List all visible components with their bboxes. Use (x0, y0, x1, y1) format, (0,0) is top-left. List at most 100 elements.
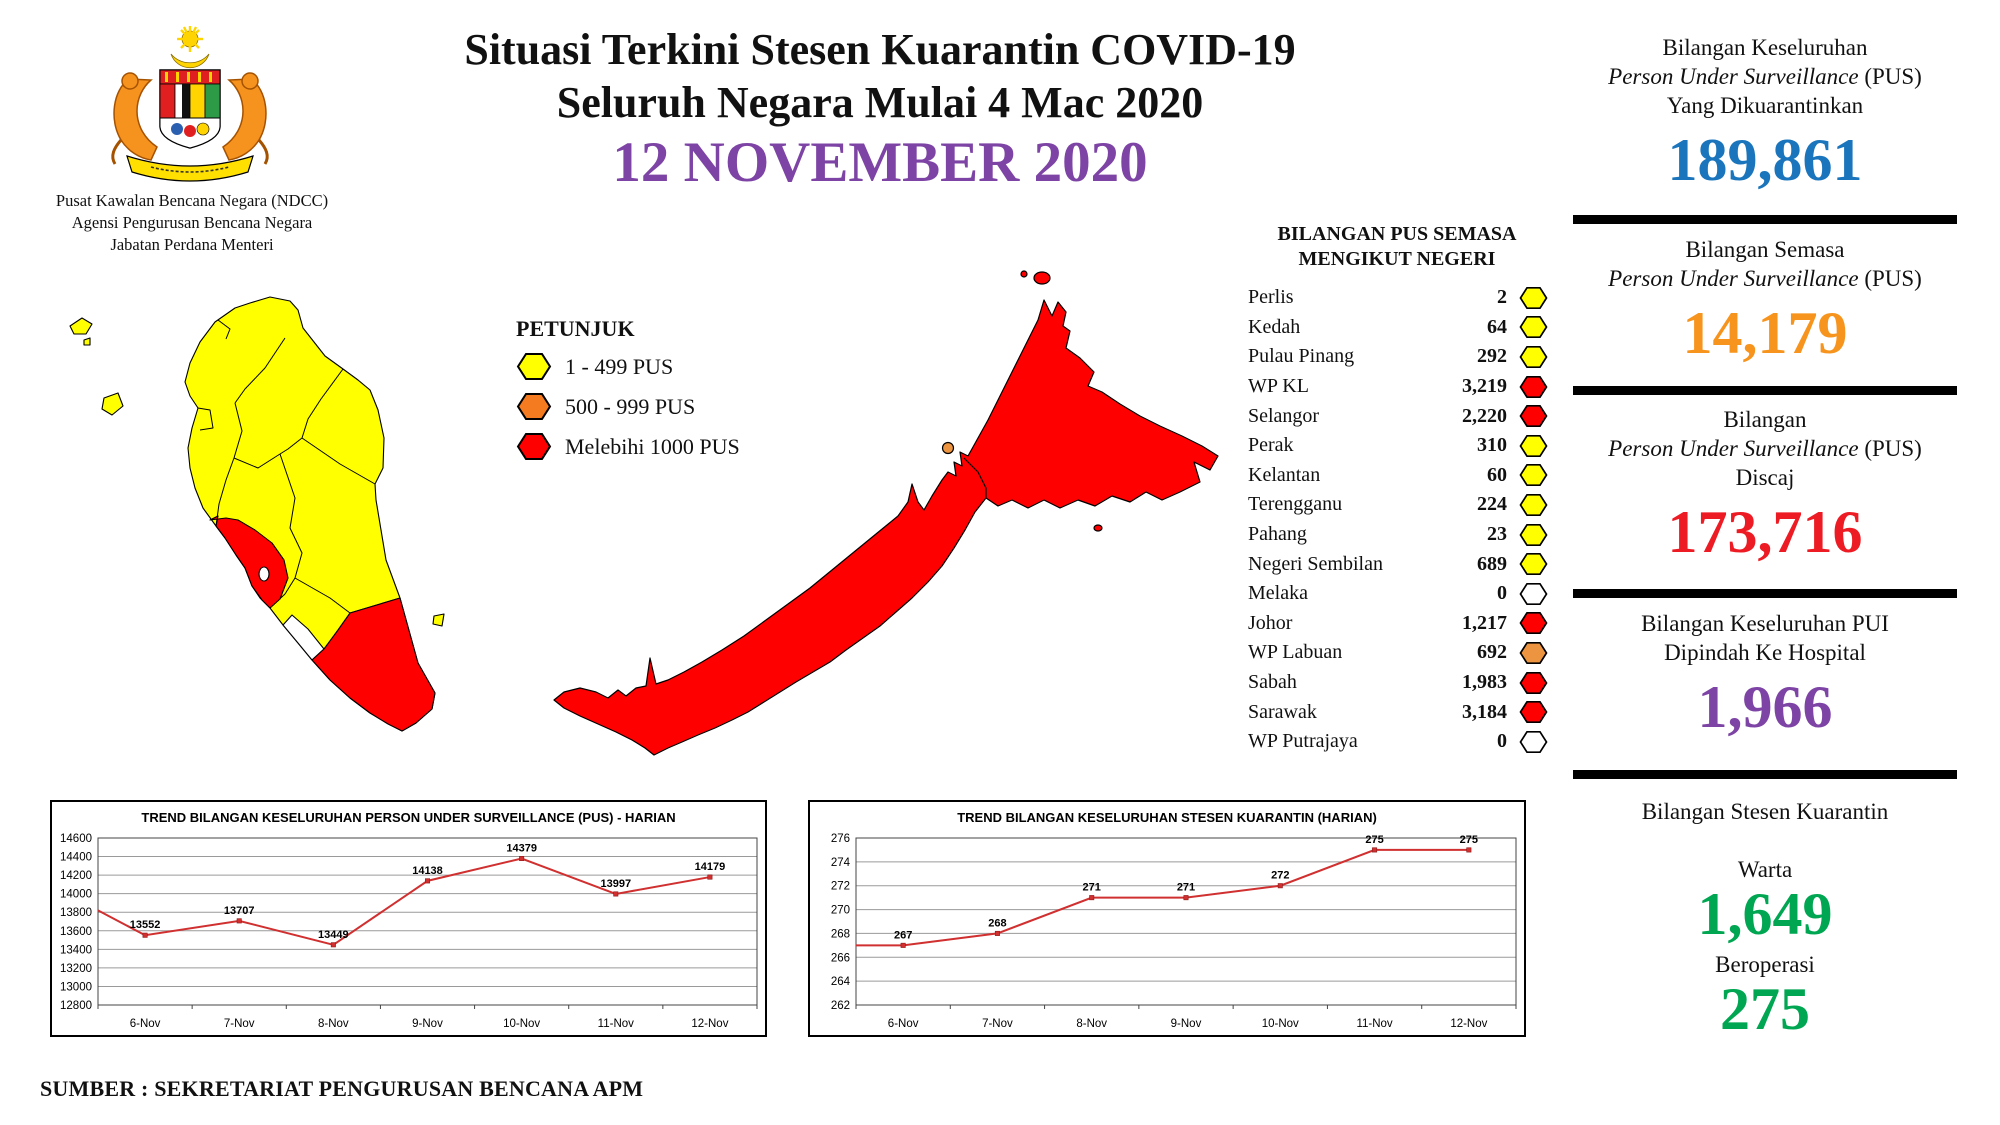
stat-heading: Bilangan (1723, 407, 1807, 432)
malaysia-coat-of-arms-logo (111, 26, 269, 182)
org-name-block: Pusat Kawalan Bencana Negara (NDCC) Agen… (25, 190, 359, 255)
state-zone-hexagon-icon (1519, 612, 1548, 635)
state-zone-hexagon-icon (1519, 701, 1548, 724)
island-tioman (432, 613, 445, 627)
state-pus-value: 689 (1477, 552, 1507, 575)
state-johor (311, 597, 436, 732)
state-pus-value: 3,219 (1462, 375, 1507, 398)
tiger-supporter-right-icon (222, 72, 269, 165)
svg-text:13000: 13000 (60, 981, 92, 993)
state-pus-value: 3,184 (1462, 700, 1507, 723)
statistics-panel: Bilangan Keseluruhan Person Under Survei… (1565, 0, 1965, 1125)
svg-text:274: 274 (831, 857, 851, 869)
svg-text:14379: 14379 (506, 843, 537, 855)
peninsular-malaysia-map (69, 296, 445, 732)
state-name: WP KL (1248, 375, 1309, 398)
state-pus-value: 64 (1487, 315, 1507, 338)
island-small-north (1020, 270, 1028, 278)
section-divider (1573, 386, 1957, 395)
stat-heading: Bilangan Semasa (1685, 237, 1845, 262)
state-zone-hexagon-icon (1519, 671, 1548, 694)
section-divider (1573, 589, 1957, 598)
state-zone-hexagon-icon (1519, 375, 1548, 398)
svg-text:271: 271 (1177, 882, 1195, 894)
legend-label-high: Melebihi 1000 PUS (565, 433, 740, 459)
state-row: Sarawak 3,184 (1248, 697, 1548, 727)
svg-text:10-Nov: 10-Nov (503, 1018, 540, 1030)
svg-text:13800: 13800 (60, 907, 92, 919)
svg-text:270: 270 (831, 905, 850, 917)
stat-value-warta: 1,649 (1697, 880, 1833, 947)
state-row: Selangor 2,220 (1248, 401, 1548, 431)
state-pus-value: 0 (1497, 730, 1507, 753)
state-selangor (209, 515, 289, 609)
svg-text:13552: 13552 (130, 919, 161, 931)
hexagon-mid-icon (516, 393, 552, 420)
stat-value-current-pus: 14,179 (1682, 299, 1848, 366)
org-line-3: Jabatan Perdana Menteri (110, 234, 274, 254)
svg-text:7-Nov: 7-Nov (982, 1018, 1013, 1030)
warta-label: Warta (1737, 856, 1793, 882)
stat-value-pui-hospital: 1,966 (1697, 673, 1833, 740)
svg-text:14179: 14179 (695, 861, 726, 873)
svg-text:11-Nov: 11-Nov (1356, 1018, 1392, 1030)
state-pus-value: 292 (1477, 345, 1507, 368)
state-zone-hexagon-icon (1519, 641, 1548, 664)
stat-heading: Dipindah Ke Hospital (1664, 639, 1866, 665)
stat-total-quarantined: Bilangan Keseluruhan Person Under Survei… (1565, 34, 1965, 192)
section-divider (1573, 770, 1957, 779)
svg-text:14200: 14200 (60, 870, 92, 882)
state-row: Pahang 23 (1248, 520, 1548, 550)
station-trend-chart-svg: TREND BILANGAN KESELURUHAN STESEN KUARAN… (831, 810, 1517, 1030)
beroperasi-label: Beroperasi (1715, 951, 1815, 977)
wp-putrajaya (258, 566, 270, 582)
state-row: Terengganu 224 (1248, 490, 1548, 520)
legend-label-mid: 500 - 999 PUS (565, 393, 696, 419)
stat-heading: Person Under Surveillance (PUS) (1608, 63, 1922, 89)
svg-text:14400: 14400 (60, 852, 92, 864)
state-zone-hexagon-icon (1519, 553, 1548, 576)
state-zone-hexagon-icon (1519, 493, 1548, 517)
svg-text:13997: 13997 (600, 878, 631, 890)
stat-heading: Person Under Surveillance (PUS) (1608, 435, 1922, 461)
state-name: Johor (1248, 611, 1293, 634)
svg-text:8-Nov: 8-Nov (1076, 1018, 1107, 1030)
report-date: 12 NOVEMBER 2020 (612, 130, 1148, 194)
svg-text:272: 272 (831, 881, 850, 893)
state-pus-value: 23 (1487, 523, 1507, 546)
legend-label-low: 1 - 499 PUS (565, 353, 674, 379)
stat-value-beroperasi: 275 (1720, 975, 1810, 1042)
state-zone-hexagon-icon (1519, 523, 1548, 546)
svg-text:6-Nov: 6-Nov (130, 1018, 161, 1030)
state-pus-table: Perlis 2 Kedah 64 Pulau Pinang 292 WP KL 3,219 S… (1248, 283, 1548, 757)
svg-text:14138: 14138 (412, 865, 443, 877)
svg-text:12800: 12800 (60, 1000, 92, 1012)
svg-text:12-Nov: 12-Nov (691, 1018, 728, 1030)
map-legend: PETUNJUK 1 - 499 PUS 500 - 999 PUS Meleb… (516, 316, 816, 472)
svg-text:TREND BILANGAN KESELURUHAN PER: TREND BILANGAN KESELURUHAN PERSON UNDER … (141, 810, 675, 825)
state-name: Perak (1248, 434, 1294, 457)
state-pus-value: 692 (1477, 641, 1507, 664)
state-pus-value: 0 (1497, 582, 1507, 605)
stat-value-total-quarantined: 189,861 (1667, 126, 1863, 193)
state-row: WP KL 3,219 (1248, 372, 1548, 402)
state-row: WP Labuan 692 (1248, 638, 1548, 668)
svg-text:275: 275 (1460, 834, 1478, 846)
state-pus-value: 2 (1497, 286, 1507, 309)
state-name: Melaka (1248, 582, 1308, 605)
org-line-2: Agensi Pengurusan Bencana Negara (71, 212, 313, 232)
state-zone-hexagon-icon (1519, 345, 1548, 369)
state-zone-hexagon-icon (1519, 286, 1548, 309)
east-malaysia-map (553, 270, 1219, 756)
legend-item-low: 1 - 499 PUS (516, 352, 816, 381)
svg-text:276: 276 (831, 833, 850, 845)
svg-text:271: 271 (1083, 882, 1101, 894)
state-row: Kelantan 60 (1248, 461, 1548, 491)
state-name: Terengganu (1248, 493, 1343, 516)
svg-text:13449: 13449 (318, 929, 349, 941)
state-row: Negeri Sembilan 689 (1248, 549, 1548, 579)
svg-text:9-Nov: 9-Nov (412, 1018, 443, 1030)
state-name: WP Labuan (1248, 641, 1343, 664)
sabah-sarawak-outline (553, 299, 1219, 756)
state-pus-value: 60 (1487, 463, 1507, 486)
